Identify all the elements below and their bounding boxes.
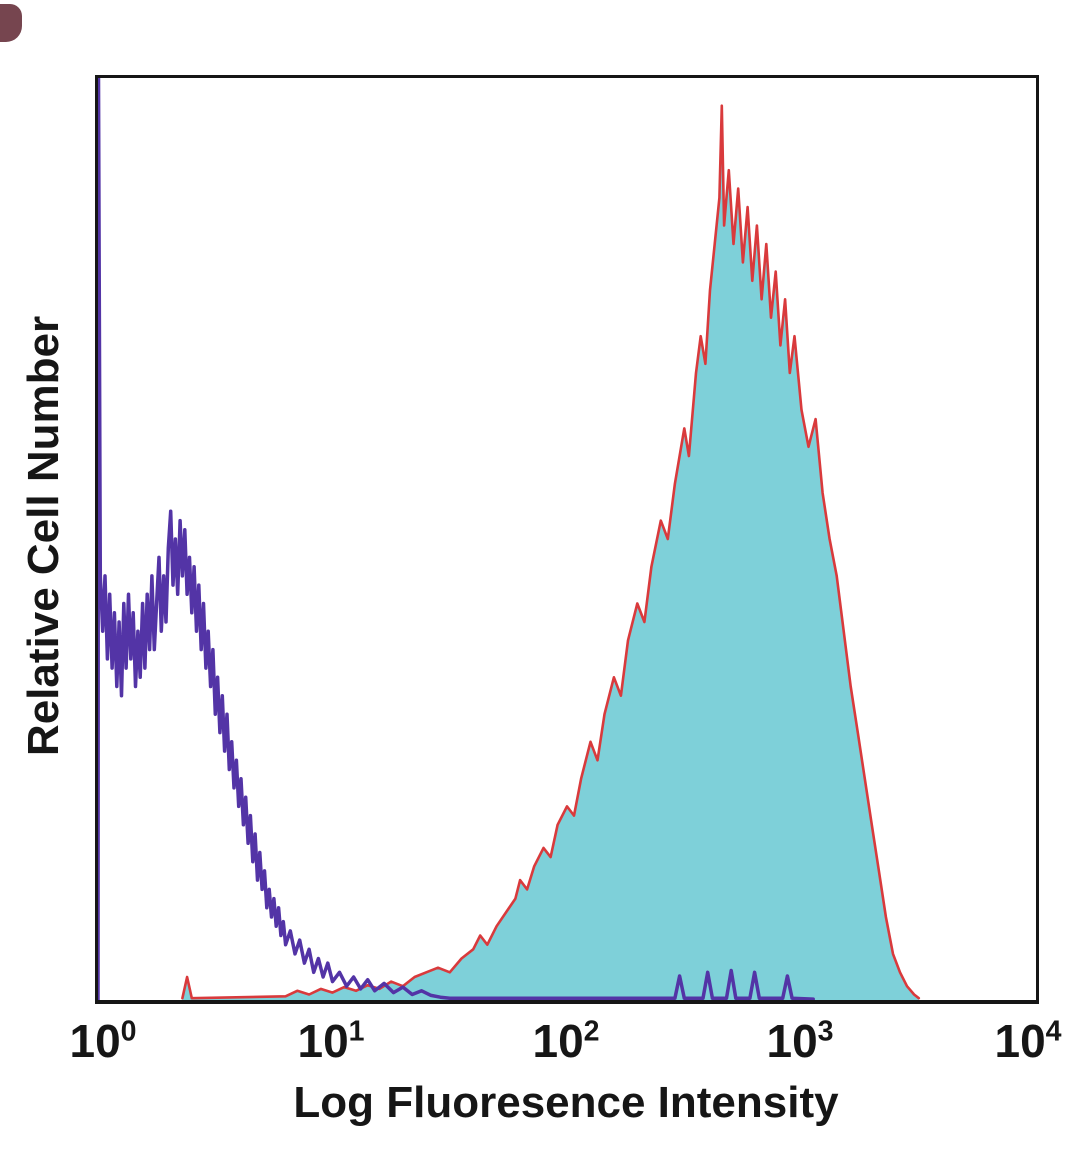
stained-series-fill	[182, 105, 919, 1000]
x-tick-label-1e4: 104	[994, 1015, 1062, 1067]
x-tick-label-1e0: 100	[69, 1015, 137, 1067]
x-tick-label-1e3: 103	[766, 1015, 834, 1067]
x-axis-label: Log Fluoresence Intensity	[293, 1078, 839, 1127]
x-tick-label-1e1: 101	[297, 1015, 365, 1067]
corner-artifact	[0, 4, 22, 42]
x-tick-label-1e2: 102	[532, 1015, 600, 1067]
plot-area	[95, 75, 1039, 1004]
stained-series-outline	[181, 104, 921, 1000]
control-series-line	[98, 78, 815, 1000]
y-axis-label: Relative Cell Number	[19, 315, 68, 757]
histogram-svg	[98, 78, 921, 1000]
